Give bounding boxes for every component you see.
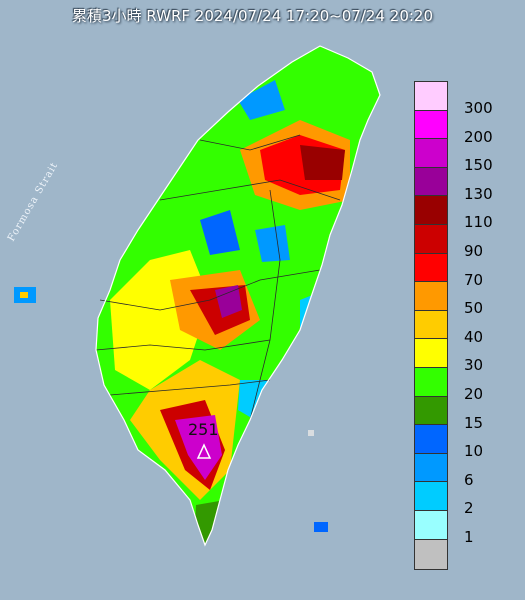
legend-swatch [414, 281, 448, 313]
county-borders [95, 134, 341, 421]
legend-label: 6 [464, 470, 474, 489]
coastline [95, 45, 381, 547]
max-triangle-icon [196, 443, 212, 459]
legend-swatch [414, 367, 448, 398]
map-title: 累積3小時 RWRF 2024/07/24 17:20~07/24 20:20 [72, 7, 434, 25]
legend-swatch [414, 481, 448, 513]
legend-label: 2 [464, 499, 474, 518]
legend-swatch [414, 224, 448, 255]
legend-label: 40 [464, 327, 484, 346]
legend-label: 300 [464, 99, 493, 117]
legend-swatch [414, 166, 448, 198]
legend-swatch [414, 338, 448, 370]
legend-label: 90 [464, 242, 484, 260]
legend-swatch [414, 452, 448, 484]
legend-label: 200 [464, 127, 493, 146]
legend-swatch [414, 138, 448, 170]
legend-label: 15 [464, 413, 484, 432]
legend-label: 50 [464, 299, 484, 318]
legend-label: 20 [464, 385, 484, 403]
legend-swatch [414, 538, 448, 570]
legend-swatch [414, 109, 448, 141]
legend-swatch [414, 424, 448, 456]
legend-swatch [414, 195, 448, 227]
legend-label: 1 [464, 528, 474, 546]
legend-label: 150 [464, 156, 493, 175]
legend-swatch [414, 510, 448, 541]
legend-swatch [414, 309, 448, 341]
legend-label: 30 [464, 356, 484, 375]
legend-swatch [414, 395, 448, 427]
legend-label: 70 [464, 270, 484, 289]
offshore-islands [14, 287, 328, 532]
legend-label: 110 [464, 213, 493, 232]
legend-label: 10 [464, 442, 484, 461]
legend-swatch [414, 81, 448, 112]
legend-swatch [414, 252, 448, 284]
legend-label: 130 [464, 184, 493, 203]
max-rainfall-value: 251 [188, 420, 219, 439]
